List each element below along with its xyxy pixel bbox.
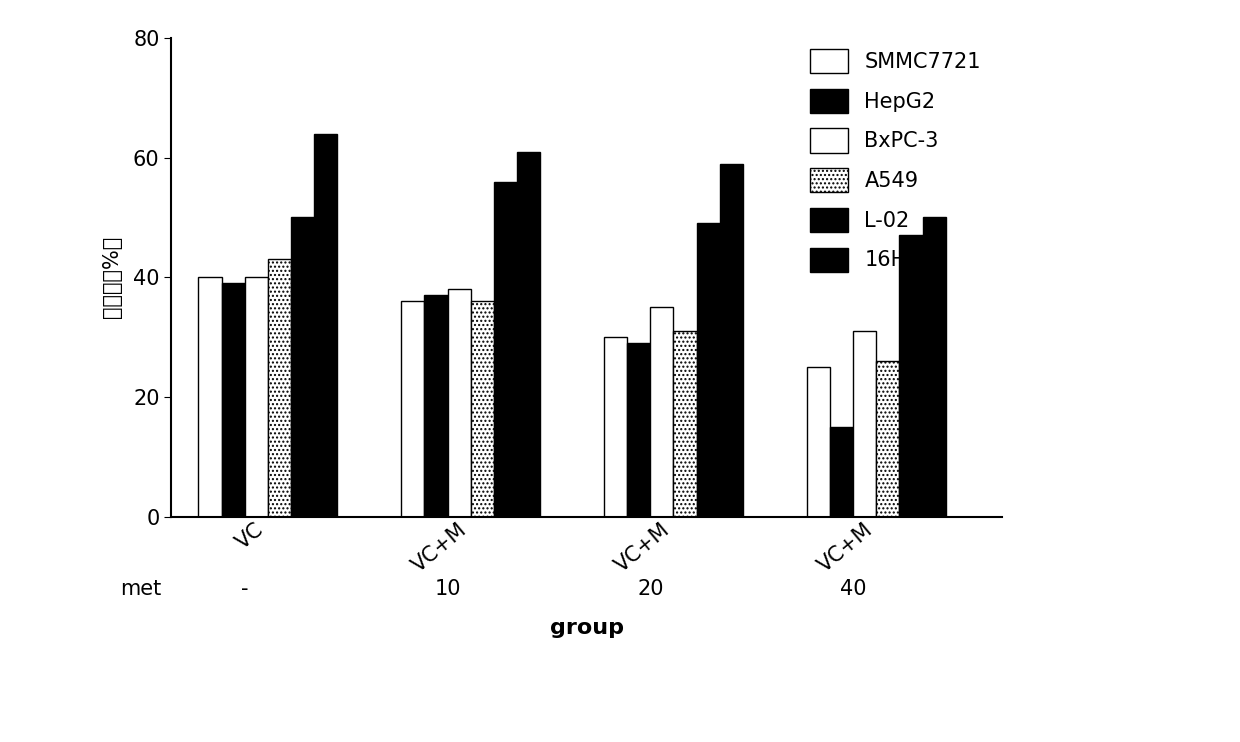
Text: met: met <box>120 579 161 599</box>
Bar <box>627 344 650 517</box>
Bar <box>402 301 424 517</box>
Bar <box>604 338 627 517</box>
Bar <box>673 331 697 517</box>
Bar <box>877 361 899 517</box>
Bar <box>830 427 853 517</box>
Bar <box>720 163 743 517</box>
Y-axis label: 存活率（%）: 存活率（%） <box>102 236 122 318</box>
Bar <box>244 278 268 517</box>
Bar <box>268 260 291 517</box>
Text: -: - <box>241 579 248 599</box>
Bar <box>899 235 923 517</box>
Bar <box>697 223 720 517</box>
Bar <box>471 301 494 517</box>
Bar <box>807 367 830 517</box>
Bar <box>198 278 222 517</box>
Text: 20: 20 <box>637 579 663 599</box>
Bar <box>314 134 337 517</box>
Bar <box>923 217 946 517</box>
Bar <box>448 289 471 517</box>
X-axis label: group: group <box>549 618 624 638</box>
Bar <box>650 307 673 517</box>
Bar <box>517 151 541 517</box>
Text: 40: 40 <box>839 579 867 599</box>
Bar <box>853 331 877 517</box>
Bar <box>222 283 244 517</box>
Bar <box>291 217 314 517</box>
Text: 10: 10 <box>434 579 461 599</box>
Bar <box>494 182 517 517</box>
Legend: SMMC7721, HepG2, BxPC-3, A549, L-02, 16HBE: SMMC7721, HepG2, BxPC-3, A549, L-02, 16H… <box>800 39 992 282</box>
Bar <box>424 295 448 517</box>
